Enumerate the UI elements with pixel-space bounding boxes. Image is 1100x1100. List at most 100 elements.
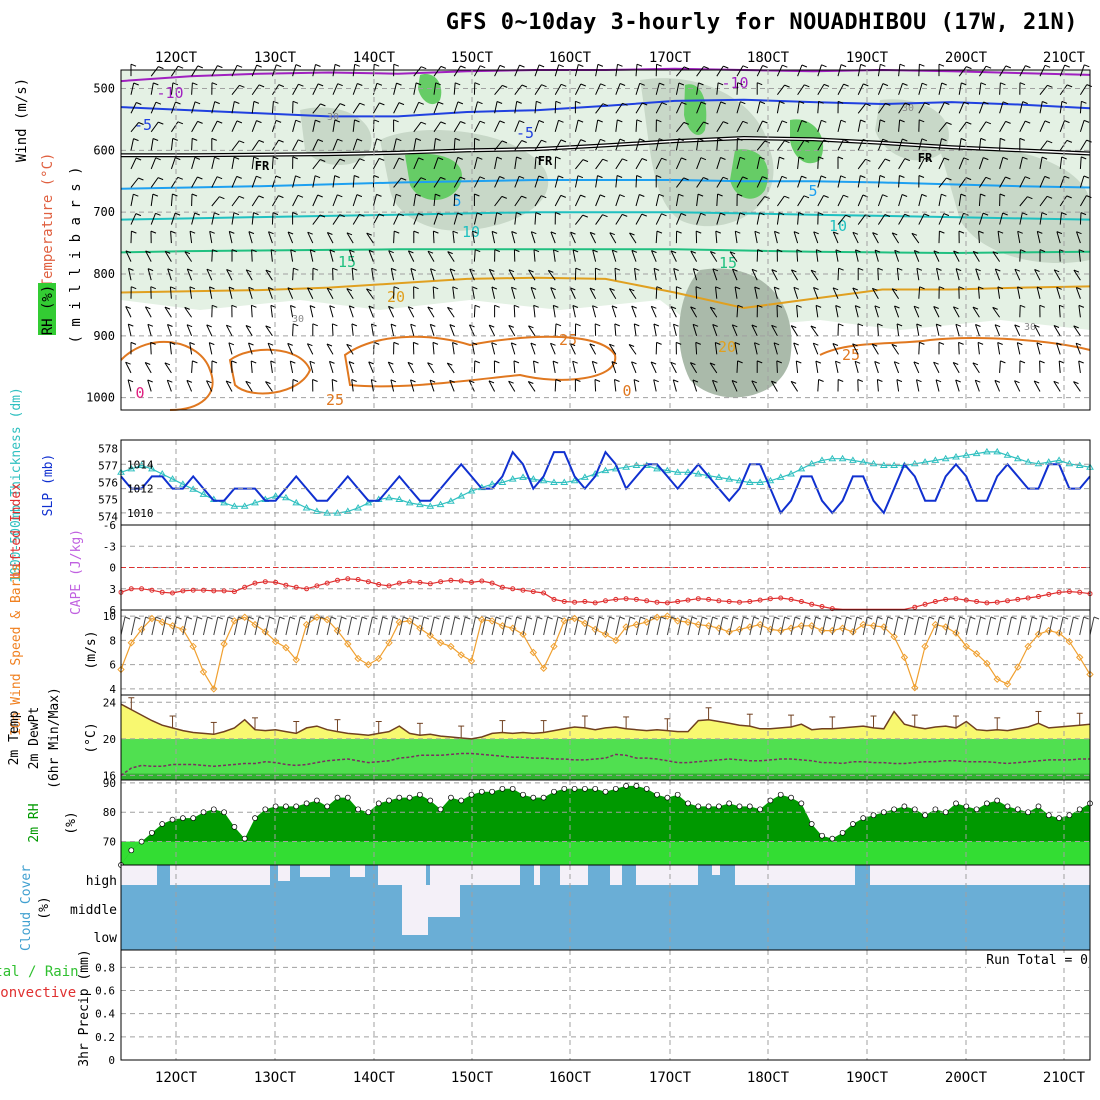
wind-barb-flag xyxy=(642,102,648,106)
wind-barb-flag xyxy=(818,100,824,104)
wind-barb xyxy=(211,196,220,207)
wind-barb-flag xyxy=(896,323,903,327)
wind-barb-flag xyxy=(978,230,984,234)
thickness-marker xyxy=(498,478,507,485)
wind-barb xyxy=(208,342,213,355)
wind-barb xyxy=(734,286,738,299)
wind-barb-flag xyxy=(1025,65,1031,69)
wind-barb xyxy=(1079,156,1082,169)
wind-barb xyxy=(975,268,980,281)
lifted-index-marker xyxy=(479,578,485,584)
wind-barb-flag xyxy=(1027,196,1033,200)
rh-marker xyxy=(839,829,846,836)
wind-barb-flag xyxy=(309,305,316,309)
wind-barb-flag xyxy=(388,250,394,254)
wind-barb xyxy=(1059,64,1066,77)
thickness-marker xyxy=(560,478,569,485)
wind-speed-marker xyxy=(179,625,187,634)
lifted-index-marker xyxy=(603,598,608,604)
wind-barb xyxy=(978,212,984,225)
wind-barb-flag xyxy=(206,380,212,384)
wind-barb-flag xyxy=(1059,360,1065,364)
isotherm-label: 30 xyxy=(1024,322,1036,333)
wind-barb xyxy=(916,268,920,281)
wind-barb xyxy=(191,101,196,114)
wind-barb-flag xyxy=(494,304,500,308)
wind-barb-flag xyxy=(437,212,444,216)
rh-area-low xyxy=(121,841,1090,865)
wind-speed-marker xyxy=(653,613,661,621)
wind-speed-marker xyxy=(478,616,486,624)
wind-barb xyxy=(186,324,193,337)
wind-barb-flag xyxy=(516,156,522,160)
wind-barb xyxy=(631,250,637,262)
wind-barb-flag xyxy=(656,63,662,67)
rh-marker xyxy=(654,791,660,798)
wind-barb-flag xyxy=(175,157,181,161)
wind-barb-flag xyxy=(692,323,699,327)
wind-barb-flag xyxy=(334,63,341,67)
wind-barb-flag xyxy=(955,268,962,272)
wind-barb-flag xyxy=(717,137,723,141)
wind-barb-flag xyxy=(1005,176,1011,180)
wind-barb-flag xyxy=(597,119,603,123)
wind-barb xyxy=(352,194,358,207)
wind-barb-flag xyxy=(491,230,498,234)
thickness-marker xyxy=(1003,451,1012,458)
rh-marker xyxy=(922,812,928,819)
wind-barb-flag xyxy=(810,269,817,273)
surface-wind-barb xyxy=(316,616,322,636)
surface-wind-barb-flag xyxy=(1083,616,1089,620)
surface-wind-barb xyxy=(842,616,848,636)
wind-barb xyxy=(896,379,900,392)
y-tick-label: 6 xyxy=(109,604,116,617)
rh-marker xyxy=(489,788,495,795)
wind-barb-flag xyxy=(614,267,621,271)
wind-barb-flag xyxy=(239,140,245,144)
wind-speed-marker xyxy=(467,657,476,665)
surface-wind-barb-flag xyxy=(166,616,172,620)
surface-wind-barb-flag xyxy=(537,616,543,620)
wind-barb xyxy=(533,249,536,262)
wind-barb-flag xyxy=(164,362,171,366)
surface-wind-barb-flag xyxy=(300,616,306,620)
wind-barb xyxy=(130,177,139,188)
wind-barb xyxy=(635,138,640,151)
wind-barb xyxy=(231,157,235,169)
surface-wind-barb-flag xyxy=(341,616,347,620)
surface-wind-barb xyxy=(852,616,858,636)
wind-barb-flag xyxy=(393,341,399,345)
surface-wind-barb xyxy=(821,616,827,636)
wind-barb-flag xyxy=(349,305,355,309)
wind-barb-flag xyxy=(292,156,298,160)
wind-barb-flag xyxy=(287,287,294,291)
surface-wind-barb xyxy=(172,616,177,636)
wind-barb-flag xyxy=(312,323,318,327)
wind-barb-flag xyxy=(670,250,677,254)
surface-wind-barb xyxy=(471,616,476,636)
wind-barb-flag xyxy=(231,249,238,253)
wind-barb xyxy=(407,362,415,374)
wind-barb-flag xyxy=(1041,156,1048,160)
wind-barb-flag xyxy=(519,64,525,68)
lifted-index-marker xyxy=(335,577,340,583)
surface-wind-barb xyxy=(790,616,796,636)
y-tick-label: 3 xyxy=(109,583,116,596)
y-tick-label: 70 xyxy=(103,836,116,849)
wind-barb-flag xyxy=(1039,304,1045,308)
wind-barb-flag xyxy=(508,269,515,273)
wind-speed-marker xyxy=(962,642,971,651)
wind-barb-flag xyxy=(435,82,441,86)
wind-barb xyxy=(716,157,721,170)
wind-barb-flag xyxy=(332,323,338,327)
wind-barb-flag xyxy=(757,304,763,308)
wind-barb xyxy=(692,324,698,336)
wind-barb-flag xyxy=(914,250,920,253)
wind-barb-flag xyxy=(992,251,999,255)
wind-speed-marker xyxy=(344,640,352,648)
wind-barb-flag xyxy=(553,304,559,308)
thickness-marker xyxy=(663,466,672,474)
wind-barb xyxy=(433,121,442,133)
wind-barb xyxy=(393,177,402,188)
wind-barb xyxy=(170,157,176,170)
